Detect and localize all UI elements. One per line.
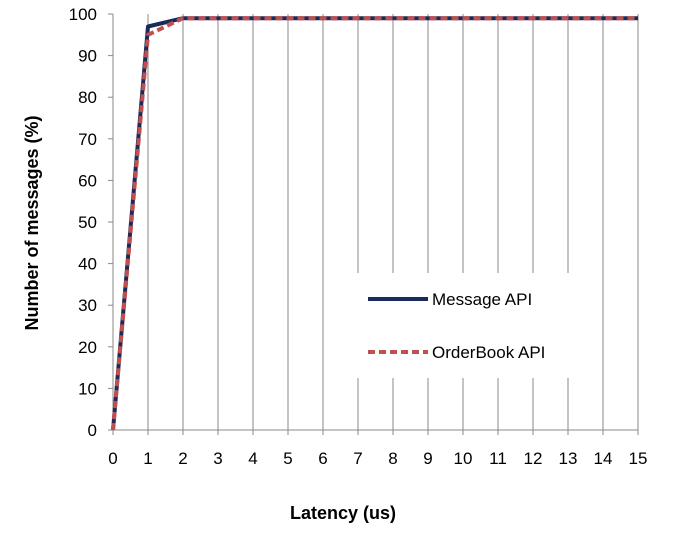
y-tick-labels: 0 10 20 30 40 50 60 70 80 90 100 <box>69 5 97 440</box>
y-tick-label: 80 <box>78 88 97 107</box>
y-tick-label: 100 <box>69 5 97 24</box>
x-tick-label: 2 <box>178 449 187 468</box>
x-axis-title: Latency (us) <box>290 503 396 523</box>
y-tick-label: 90 <box>78 47 97 66</box>
y-tick-label: 30 <box>78 296 97 315</box>
y-tick-label: 20 <box>78 338 97 357</box>
x-tick-labels: 0 1 2 3 4 5 6 7 8 9 10 11 12 13 14 15 <box>108 449 647 468</box>
y-tick-label: 70 <box>78 130 97 149</box>
x-tick-label: 1 <box>143 449 152 468</box>
x-tick-label: 10 <box>454 449 473 468</box>
series-line-orderbook-api <box>111 16 638 431</box>
x-tick-label: 6 <box>318 449 327 468</box>
y-tick-label: 40 <box>78 255 97 274</box>
y-tick-label: 0 <box>88 421 97 440</box>
x-tick-label: 12 <box>524 449 543 468</box>
y-tick-label: 10 <box>78 379 97 398</box>
x-tick-label: 0 <box>108 449 117 468</box>
legend-box <box>338 273 586 378</box>
x-tick-label: 4 <box>248 449 257 468</box>
x-tick-label: 8 <box>388 449 397 468</box>
y-tick-label: 50 <box>78 213 97 232</box>
x-tick-label: 9 <box>423 449 432 468</box>
y-axis-title: Number of messages (%) <box>22 115 42 330</box>
x-tick-label: 7 <box>353 449 362 468</box>
y-tick-label: 60 <box>78 171 97 190</box>
legend-label-orderbook-api: OrderBook API <box>432 343 545 362</box>
axes <box>112 14 638 431</box>
x-tick-label: 5 <box>283 449 292 468</box>
x-tick-label: 11 <box>489 449 507 468</box>
legend-label-message-api: Message API <box>432 290 532 309</box>
legend: Message API OrderBook API <box>338 273 586 378</box>
x-tick-label: 15 <box>629 449 648 468</box>
x-tick-label: 14 <box>594 449 613 468</box>
x-tick-label: 13 <box>559 449 578 468</box>
x-tick-label: 3 <box>213 449 222 468</box>
series-lines <box>111 16 638 431</box>
